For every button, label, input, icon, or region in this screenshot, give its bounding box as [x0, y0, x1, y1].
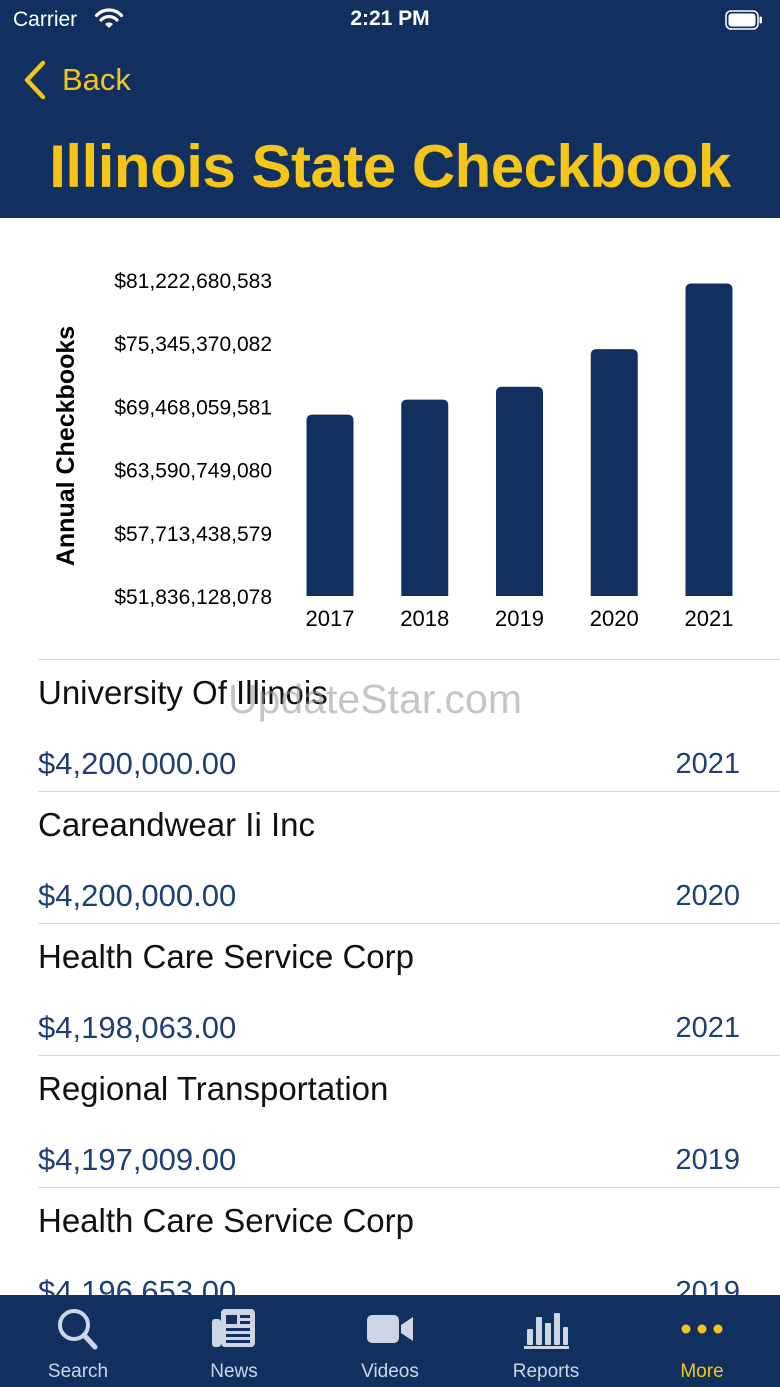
payment-amount: $4,196,653.00	[38, 1274, 237, 1295]
annual-checkbooks-chart: $51,836,128,078 $57,713,438,579 $63,590,74…	[52, 270, 734, 631]
bar-2019[interactable]	[496, 386, 543, 596]
tab-label-search: Search	[47, 1361, 109, 1382]
list-item[interactable]: Regional Transportation $4,197,009.00 2019	[38, 1055, 780, 1187]
y-tick-label: $51,836,128,078	[114, 586, 272, 609]
y-tick-label: $75,345,370,082	[114, 333, 272, 356]
payee-name: Regional Transportation	[38, 1070, 389, 1107]
x-tick-label: 2017	[306, 606, 355, 631]
bar-chart-icon	[524, 1313, 569, 1349]
tab-search[interactable]: Search	[0, 1295, 156, 1387]
x-tick-label: 2018	[400, 606, 449, 631]
page-title: Illinois State Checkbook	[49, 133, 731, 200]
back-button[interactable]: Back	[22, 58, 131, 102]
payment-year: 2019	[675, 1276, 740, 1295]
bar-2021[interactable]	[685, 283, 733, 596]
y-tick-label: $69,468,059,581	[114, 396, 272, 419]
payment-list: University Of Illinois $4,200,000.00 2021 C…	[0, 659, 780, 1295]
search-icon	[58, 1309, 98, 1350]
tab-reports[interactable]: Reports	[468, 1295, 624, 1387]
tab-label-reports: Reports	[512, 1361, 580, 1382]
payment-amount: $4,200,000.00	[38, 746, 237, 781]
payee-name: University Of Illinois	[38, 674, 328, 711]
tab-more[interactable]: More	[624, 1295, 780, 1387]
list-item[interactable]: Careandwear Ii Inc $4,200,000.00 2020	[38, 791, 780, 923]
video-icon	[367, 1315, 413, 1343]
bar-2018[interactable]	[401, 399, 449, 596]
tab-news[interactable]: News	[156, 1295, 312, 1387]
payee-name: Health Care Service Corp	[38, 1202, 414, 1239]
x-tick-label: 2020	[590, 606, 639, 631]
battery-icon	[725, 10, 762, 30]
tab-bar: Search News Videos Reports	[0, 1295, 780, 1387]
y-tick-label: $63,590,749,080	[114, 460, 272, 483]
status-time: 2:21 PM	[350, 7, 430, 30]
header: Carrier 2:21 PM Back Illinois State Chec…	[0, 0, 780, 218]
x-tick-label: 2019	[495, 606, 544, 631]
bar-2017[interactable]	[306, 414, 354, 596]
news-icon	[212, 1309, 255, 1347]
payment-year: 2019	[675, 1144, 740, 1176]
carrier-label: Carrier	[13, 8, 78, 31]
list-item[interactable]: Health Care Service Corp $4,198,063.00 202…	[38, 923, 780, 1055]
payment-amount: $4,197,009.00	[38, 1142, 237, 1177]
list-item[interactable]: University Of Illinois $4,200,000.00 2021	[38, 659, 780, 791]
y-axis-label: Annual Checkbooks	[52, 326, 80, 566]
status-bar: Carrier 2:21 PM	[0, 0, 780, 42]
tab-label-more: More	[680, 1361, 724, 1382]
more-icon	[681, 1324, 723, 1334]
bar-2020[interactable]	[590, 349, 638, 596]
list-item[interactable]: Health Care Service Corp $4,196,653.00 201…	[38, 1187, 780, 1295]
back-label: Back	[62, 62, 131, 97]
chevron-left-icon	[24, 60, 46, 100]
payment-year: 2021	[675, 748, 740, 780]
payment-amount: $4,198,063.00	[38, 1010, 237, 1045]
tab-label-videos: Videos	[361, 1361, 419, 1382]
payment-amount: $4,200,000.00	[38, 878, 237, 913]
payee-name: Careandwear Ii Inc	[38, 806, 315, 843]
wifi-icon	[94, 8, 124, 28]
y-tick-label: $57,713,438,579	[114, 523, 272, 546]
y-tick-label: $81,222,680,583	[114, 270, 272, 293]
payee-name: Health Care Service Corp	[38, 938, 414, 975]
payment-year: 2020	[675, 880, 740, 912]
tab-videos[interactable]: Videos	[312, 1295, 468, 1387]
tab-label-news: News	[210, 1361, 258, 1382]
payment-year: 2021	[675, 1012, 740, 1044]
x-tick-label: 2021	[685, 606, 734, 631]
